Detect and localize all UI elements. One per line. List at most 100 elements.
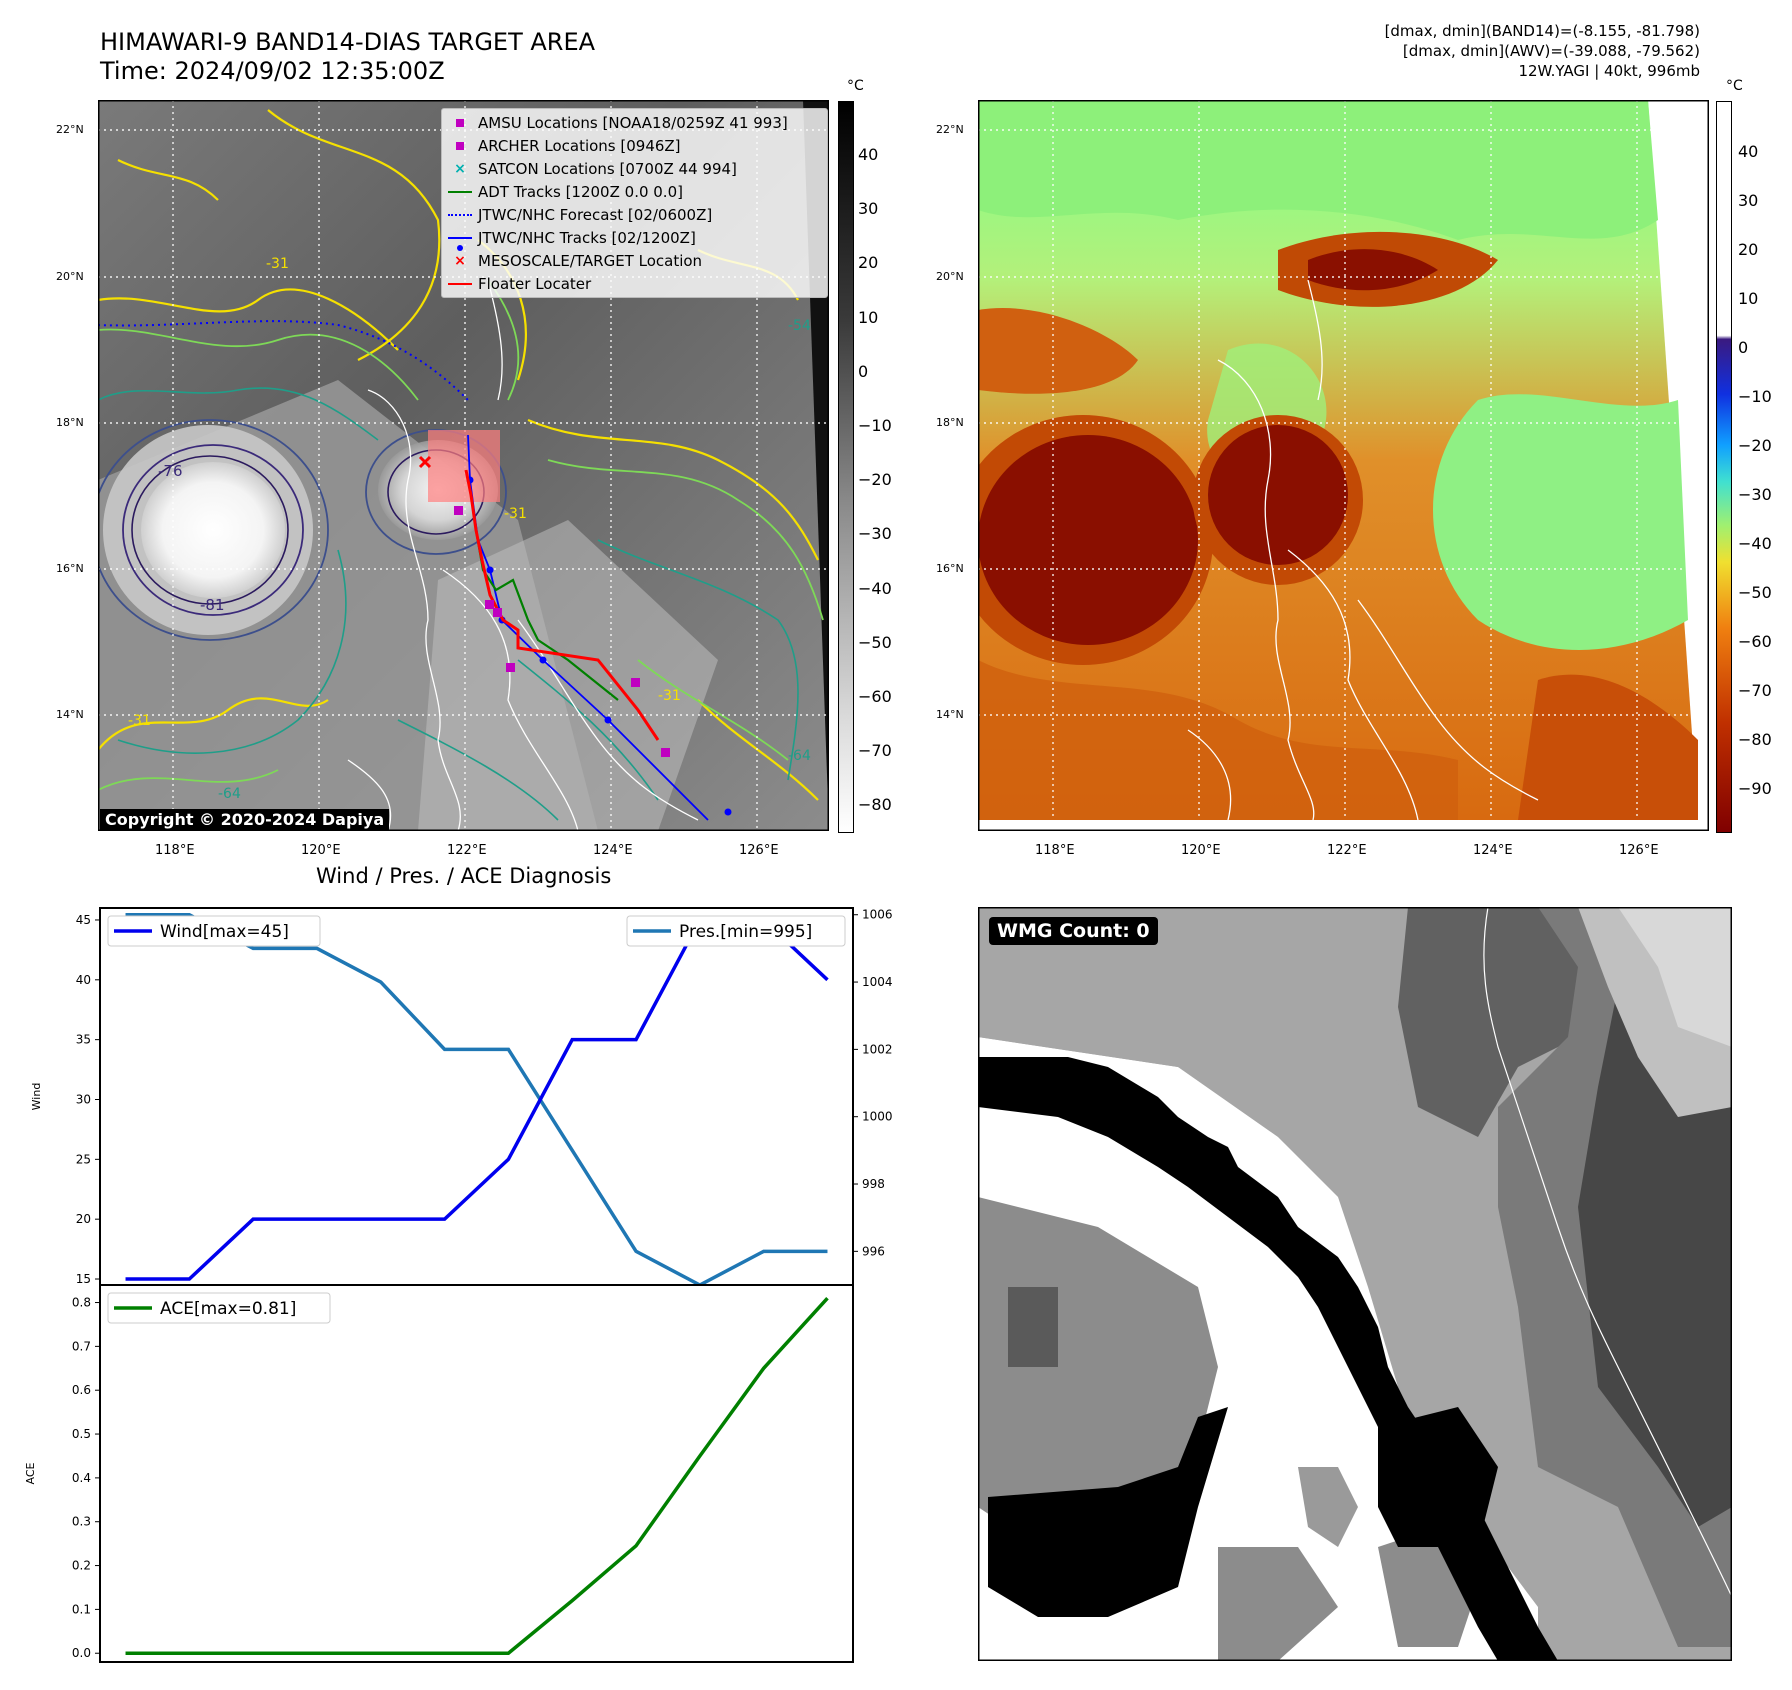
wind-ytick-label: 40	[76, 973, 91, 987]
ace-legend-label: ACE[max=0.81]	[160, 1299, 296, 1319]
legend-line-dot-icon	[442, 236, 478, 251]
info-awv: [dmax, dmin](AWV)=(-39.088, -79.562)	[1402, 42, 1700, 60]
lat-tick: 16°N	[936, 562, 964, 575]
contour-label-31b: -31	[266, 256, 289, 272]
ace-legend	[107, 1292, 331, 1324]
wind-ytick-label: 30	[76, 1092, 91, 1106]
pres-ytick-label: 998	[862, 1177, 885, 1191]
ace-axis-label: ACE	[24, 1462, 37, 1484]
pres-ytick-label: 1002	[862, 1042, 893, 1056]
lat-tick: 22°N	[56, 123, 84, 136]
lon-tick: 120°E	[1181, 843, 1221, 858]
legend-item-floater: Floater Locater	[442, 272, 827, 295]
ace-ytick-label: 0.1	[72, 1602, 91, 1616]
lon-tick: 126°E	[739, 843, 779, 858]
wind-legend	[107, 915, 321, 947]
ace-ytick-label: 0.4	[72, 1471, 91, 1485]
wind-ytick-label: 15	[76, 1272, 91, 1286]
lon-tick: 124°E	[1473, 843, 1513, 858]
colorbar-tick-label: 40	[1738, 142, 1759, 161]
legend-item-forecast: JTWC/NHC Forecast [02/0600Z]	[442, 203, 827, 226]
ace-ytick-label: 0.0	[72, 1646, 91, 1660]
ace-ytick-label: 0.8	[72, 1296, 91, 1310]
legend-item-target: × MESOSCALE/TARGET Location	[442, 249, 827, 272]
wind-pres-axes	[99, 907, 854, 1286]
colorbar-tick-label: −40	[1738, 534, 1772, 553]
colorbar-tick-label: −90	[1738, 779, 1772, 798]
colorbar-tick-label: −30	[1738, 485, 1772, 504]
colorbar-tick-label: 20	[1738, 240, 1759, 259]
colorbar-tick-label: 10	[858, 307, 879, 327]
diagnosis-title: Wind / Pres. / ACE Diagnosis	[316, 864, 612, 888]
colorbar-tick-label: 20	[858, 253, 879, 273]
colorbar-tick-label: −50	[858, 632, 892, 652]
colorbar-color	[1716, 101, 1732, 833]
contour-label-54: -54	[788, 318, 811, 334]
contour-label-31a: -31	[504, 506, 527, 522]
contour-label-64b: -64	[788, 748, 811, 764]
colorbar-tick-label: −20	[1738, 436, 1772, 455]
legend-x-icon: ×	[454, 160, 466, 177]
contour-label-31d: -31	[658, 688, 681, 704]
pres-ytick-label: 1004	[862, 975, 893, 989]
legend-line-icon	[442, 282, 478, 285]
colorbar-tick-label: −10	[1738, 387, 1772, 406]
colorbar-tick-label: −50	[1738, 583, 1772, 602]
wmg-panel	[978, 907, 1732, 1661]
lat-tick: 22°N	[936, 123, 964, 136]
ace-ytick-label: 0.5	[72, 1427, 91, 1441]
copyright-label: Copyright © 2020-2024 Dapiya	[100, 809, 390, 830]
colorbar-tick-label: 0	[858, 361, 869, 381]
contour-label-81: -81	[200, 596, 225, 614]
colorbar-tick-label: −40	[858, 578, 892, 598]
lat-tick: 20°N	[936, 270, 964, 283]
ace-ytick-label: 0.6	[72, 1383, 91, 1397]
wind-ytick-label: 35	[76, 1033, 91, 1047]
legend-x-icon: ×	[454, 252, 466, 269]
lon-tick: 118°E	[1035, 843, 1075, 858]
colorbar-gray	[838, 101, 854, 833]
pres-ytick-label: 1000	[862, 1110, 893, 1124]
info-band14: [dmax, dmin](BAND14)=(-8.155, -81.798)	[1384, 22, 1700, 40]
wind-legend-label: Wind[max=45]	[160, 922, 289, 942]
colorbar-tick-label: −70	[858, 741, 892, 761]
legend-line-icon	[442, 190, 478, 193]
lat-tick: 14°N	[56, 708, 84, 721]
ace-series-line	[125, 1296, 829, 1655]
pres-legend	[626, 915, 846, 947]
colorbar-tick-label: −10	[858, 416, 892, 435]
lat-tick: 18°N	[56, 416, 84, 429]
colorbar-tick-label: −30	[858, 524, 892, 544]
lat-tick: 14°N	[936, 708, 964, 721]
info-storm: 12W.YAGI | 40kt, 996mb	[1518, 62, 1700, 80]
ace-ytick-label: 0.3	[72, 1515, 91, 1529]
colorbar-tick-label: 10	[1738, 289, 1759, 308]
ace-ytick-label: 0.2	[72, 1559, 91, 1573]
lon-tick: 122°E	[1327, 843, 1367, 858]
contour-label-76: -76	[158, 462, 183, 480]
pres-ytick-label: 1006	[862, 908, 893, 922]
pres-legend-label: Pres.[min=995]	[679, 922, 812, 942]
pres-ytick-label: 996	[862, 1244, 885, 1258]
lon-tick: 118°E	[155, 843, 195, 858]
colorbar-tick-label: −60	[858, 687, 892, 706]
ace-axes	[99, 1284, 854, 1663]
legend-item-archer: ARCHER Locations [0946Z]	[442, 134, 827, 157]
lat-tick: 20°N	[56, 270, 84, 283]
legend-item-adt: ADT Tracks [1200Z 0.0 0.0]	[442, 180, 827, 203]
wmg-count-label: WMG Count: 0	[989, 917, 1158, 945]
chart-title: HIMAWARI-9 BAND14-DIAS TARGET AREA	[100, 28, 596, 56]
legend-square-icon	[442, 118, 478, 127]
colorbar-tick-label: 0	[1738, 338, 1749, 357]
lat-tick: 16°N	[56, 562, 84, 575]
legend-square-icon	[442, 141, 478, 150]
legend-item-satcon: × SATCON Locations [0700Z 44 994]	[442, 157, 827, 180]
ace-ytick-label: 0.7	[72, 1339, 91, 1353]
colorbar-tick-label: −70	[1738, 681, 1772, 700]
map-legend: AMSU Locations [NOAA18/0259Z 41 993] ARC…	[441, 108, 828, 298]
wind-ytick-label: 20	[76, 1212, 91, 1226]
colorbar-tick-label: 30	[1738, 191, 1759, 210]
colorbar-tick-label: 40	[858, 145, 879, 164]
colorbar-tick-label: 30	[858, 199, 879, 219]
wind-ytick-label: 45	[76, 913, 91, 927]
